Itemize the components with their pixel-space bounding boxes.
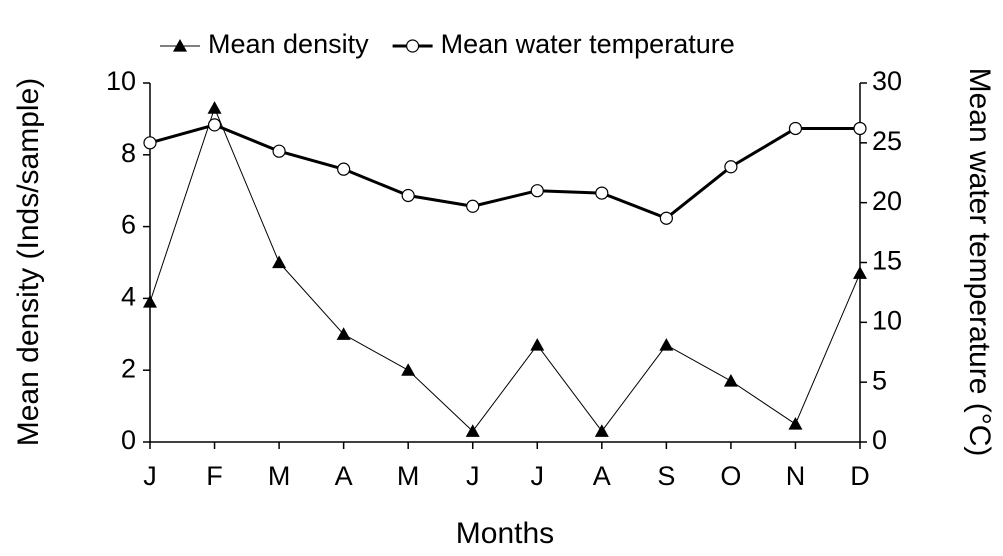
x-tick-label: J [466, 461, 480, 491]
y2-tick-label: 20 [872, 186, 902, 216]
x-tick-label: M [397, 461, 420, 491]
data-point [594, 424, 609, 437]
legend-marker [173, 39, 187, 52]
x-tick-label: F [206, 461, 223, 491]
x-tick-label: S [657, 461, 675, 491]
series-line [149, 107, 861, 432]
y-axis-title: Mean density (Inds/sample) [12, 78, 45, 447]
data-point [853, 121, 867, 136]
data-point [723, 373, 738, 387]
y2-tick-label: 30 [872, 66, 902, 96]
data-point [788, 121, 803, 136]
data-point [853, 266, 867, 279]
y-tick-label: 8 [121, 138, 136, 168]
data-point [207, 118, 222, 132]
y-tick-label: 0 [121, 425, 136, 455]
data-point [724, 160, 738, 174]
data-point [465, 424, 480, 437]
x-tick-label: J [143, 461, 157, 491]
x-tick-label: M [268, 461, 291, 491]
x-axis-title: Months [456, 517, 554, 550]
x-tick-label: D [850, 461, 870, 491]
y2-axis-title: Mean water temperature (°C) [963, 68, 996, 457]
x-tick-label: J [531, 461, 545, 491]
data-point [659, 338, 674, 351]
data-point [207, 101, 222, 114]
data-point [143, 136, 157, 150]
data-point [401, 363, 416, 376]
data-point [659, 211, 673, 225]
data-point [272, 144, 286, 158]
data-point [336, 327, 351, 340]
data-point [530, 184, 544, 198]
y2-tick-label: 10 [872, 305, 902, 335]
y2-tick-label: 15 [872, 246, 902, 276]
legend-label: Mean density [208, 29, 369, 59]
series-line [149, 123, 860, 220]
y-tick-label: 4 [121, 282, 136, 312]
x-tick-label: N [786, 461, 806, 491]
y-tick-label: 2 [121, 353, 136, 383]
legend-label: Mean water temperature [441, 29, 735, 59]
y-tick-label: 10 [106, 66, 136, 96]
y-tick-label: 6 [121, 210, 136, 240]
data-point [466, 199, 480, 213]
data-point [272, 255, 287, 269]
data-point [337, 162, 351, 176]
data-point [401, 188, 415, 203]
data-point [788, 417, 803, 430]
y2-tick-label: 5 [872, 365, 887, 395]
x-tick-label: A [335, 461, 353, 491]
y2-tick-label: 0 [872, 425, 887, 455]
x-tick-label: A [593, 461, 611, 491]
y2-tick-label: 25 [872, 126, 902, 156]
data-point [595, 186, 609, 200]
legend-marker [405, 39, 420, 53]
data-point [143, 294, 157, 308]
x-tick-label: O [720, 461, 741, 491]
data-point [530, 338, 545, 351]
